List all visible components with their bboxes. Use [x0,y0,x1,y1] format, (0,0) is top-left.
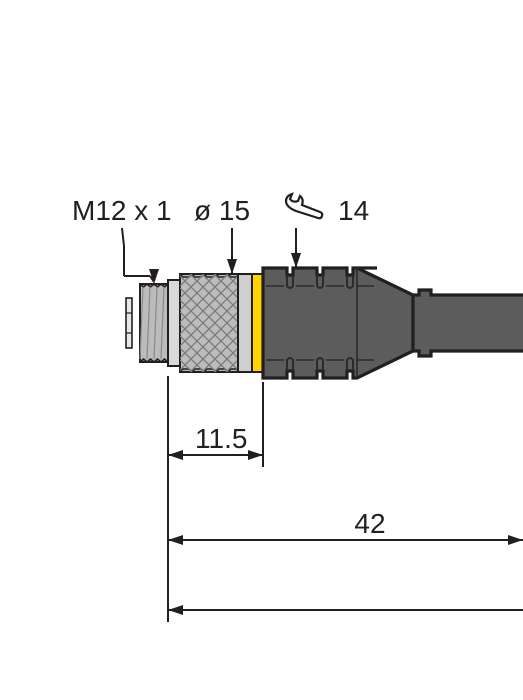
arrowhead [508,535,523,545]
leader-thread [122,228,124,276]
overmold-grip [263,268,413,378]
arrowhead [168,535,183,545]
collar [168,280,180,366]
arrowhead [168,450,183,460]
cable-stub [413,290,523,356]
arrowhead [227,259,237,274]
label-wrench: 14 [338,195,369,226]
dim-value-front: 11.5 [195,423,247,454]
arrowhead [168,605,183,615]
label-thread: M12 x 1 [72,195,172,226]
yellow-ring [252,274,263,372]
arrowhead [248,450,263,460]
wrench-icon [286,194,322,218]
arrowhead [291,253,301,268]
dim-value-length: 42 [354,508,385,539]
mid-band [238,274,252,372]
pin-face [126,298,132,348]
label-diameter: ø 15 [194,195,250,226]
connector-dimension-drawing: 11.5 42 M12 x 1 ø 15 14 [0,0,523,700]
